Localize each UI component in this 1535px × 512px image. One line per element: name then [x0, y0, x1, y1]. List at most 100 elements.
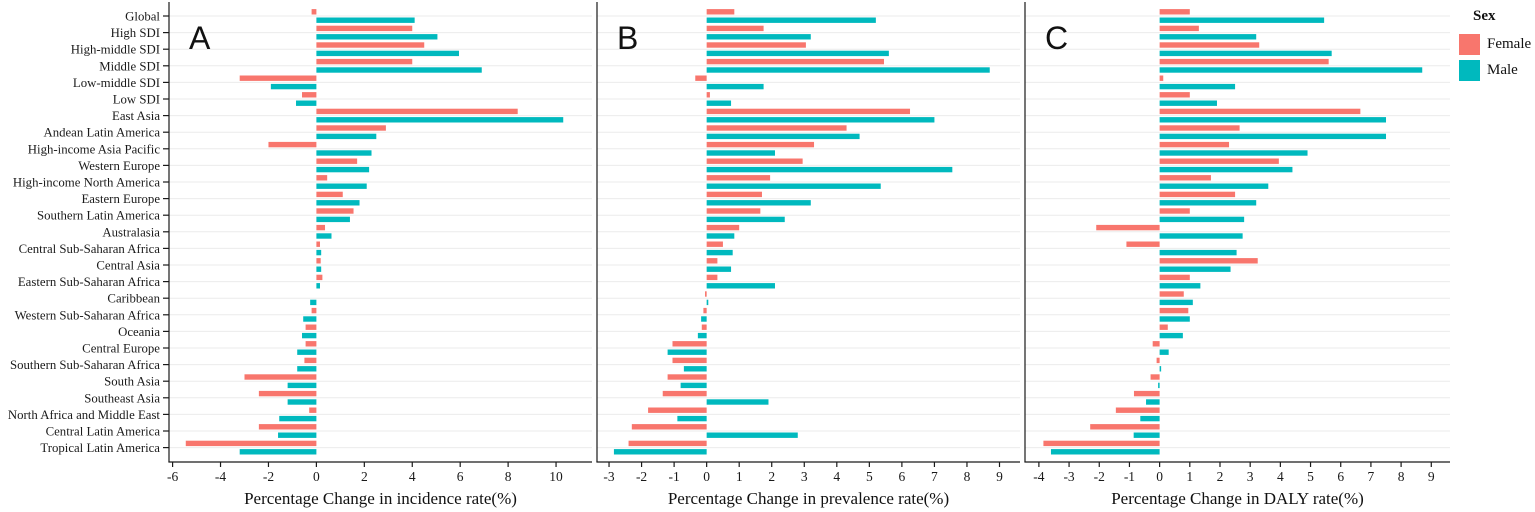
bar-male: [667, 349, 707, 355]
x-tick-label: 6: [457, 469, 464, 484]
bar-male: [706, 100, 732, 106]
bar-female: [316, 274, 323, 281]
x-tick-label: 1: [736, 469, 743, 484]
category-label: Southern Sub-Saharan Africa: [10, 358, 160, 372]
bar-male: [316, 34, 438, 40]
category-label: North Africa and Middle East: [8, 408, 161, 422]
bar-male: [287, 382, 317, 389]
bar-male: [1159, 366, 1162, 372]
category-label: Central Europe: [82, 342, 160, 356]
bar-male: [316, 249, 322, 256]
bar-male: [706, 249, 733, 256]
bar-female: [672, 357, 707, 364]
bar-male: [706, 283, 775, 289]
bar-female: [1159, 75, 1164, 81]
bar-male: [316, 183, 367, 189]
bar-female: [305, 324, 317, 330]
x-tick-label: -2: [263, 469, 274, 484]
x-tick-label: -2: [636, 469, 647, 484]
category-label: South Asia: [104, 375, 160, 389]
bar-male: [302, 332, 317, 339]
x-tick-label: 3: [1247, 469, 1254, 484]
bar-male: [316, 133, 377, 140]
category-label: Oceania: [118, 325, 160, 339]
x-tick-label: -6: [167, 469, 178, 484]
panel-letter: A: [189, 20, 211, 56]
bar-male: [706, 266, 732, 272]
legend-label-male: Male: [1487, 62, 1518, 78]
bar-female: [703, 307, 707, 314]
bar-male: [697, 332, 707, 339]
bar-female: [1159, 324, 1168, 330]
x-tick-label: 10: [549, 469, 563, 484]
bar-female: [706, 108, 911, 115]
panel-C: -4 -3 -2 -1 0 1 2 3 4 5 6 7 8 9 Percentage Change in D…: [1024, 2, 1450, 508]
bar-male: [706, 200, 811, 206]
bar-female: [311, 9, 317, 15]
bar-male: [316, 216, 350, 223]
bar-female: [1159, 208, 1190, 214]
bar-female: [1126, 241, 1160, 247]
panel-letter: C: [1045, 20, 1068, 56]
bar-female: [706, 175, 771, 181]
bar-male: [1159, 332, 1183, 339]
bar-female: [1152, 341, 1160, 347]
bar-male: [1159, 249, 1237, 256]
bar-male: [316, 233, 332, 239]
bar-female: [705, 291, 707, 297]
bar-male: [706, 216, 785, 223]
bar-male: [1050, 449, 1160, 455]
bar-male: [1159, 17, 1325, 23]
legend-title: Sex: [1473, 8, 1496, 24]
category-label: Middle SDI: [99, 59, 160, 73]
x-tick-label: -3: [603, 469, 614, 484]
bar-female: [706, 224, 740, 231]
bar-female: [316, 108, 518, 115]
bar-female: [628, 440, 707, 447]
category-label: Eastern Europe: [81, 192, 160, 206]
bar-female: [316, 208, 354, 214]
bar-male: [1159, 166, 1293, 173]
category-label: Australasia: [102, 225, 160, 239]
bar-male: [316, 200, 360, 206]
bar-female: [316, 158, 358, 164]
bar-female: [1159, 141, 1230, 148]
bar-female: [1159, 42, 1260, 48]
bar-female: [316, 191, 343, 198]
bar-male: [287, 399, 317, 405]
bar-male: [1159, 150, 1308, 156]
x-tick-label: 5: [866, 469, 873, 484]
bar-female: [1159, 258, 1258, 264]
bar-male: [1159, 349, 1169, 355]
bar-female: [1159, 58, 1329, 65]
category-label: East Asia: [112, 109, 160, 123]
bar-male: [279, 415, 317, 422]
bar-female: [316, 258, 321, 264]
bar-female: [1159, 125, 1240, 131]
bar-female: [311, 307, 317, 314]
bar-female: [316, 125, 386, 131]
category-label: High-income North America: [13, 176, 160, 190]
x-tick-label: -4: [215, 469, 226, 484]
bar-female: [244, 374, 317, 380]
bar-female: [701, 324, 707, 330]
x-tick-label: 7: [931, 469, 938, 484]
bar-male: [613, 449, 707, 455]
bar-male: [1159, 316, 1190, 322]
bar-female: [706, 42, 806, 48]
bar-female: [706, 241, 723, 247]
bar-female: [1156, 357, 1160, 364]
bar-male: [706, 50, 889, 57]
bar-male: [680, 382, 707, 389]
bar-female: [305, 341, 317, 347]
bar-male: [683, 366, 707, 372]
legend-item-female: Female: [1459, 34, 1535, 55]
bar-female: [304, 357, 317, 364]
bar-female: [706, 274, 718, 281]
bar-male: [1159, 34, 1257, 40]
category-label: High-middle SDI: [71, 43, 160, 57]
bar-female: [706, 25, 764, 32]
bar-male: [297, 366, 317, 372]
x-tick-label: 4: [409, 469, 416, 484]
